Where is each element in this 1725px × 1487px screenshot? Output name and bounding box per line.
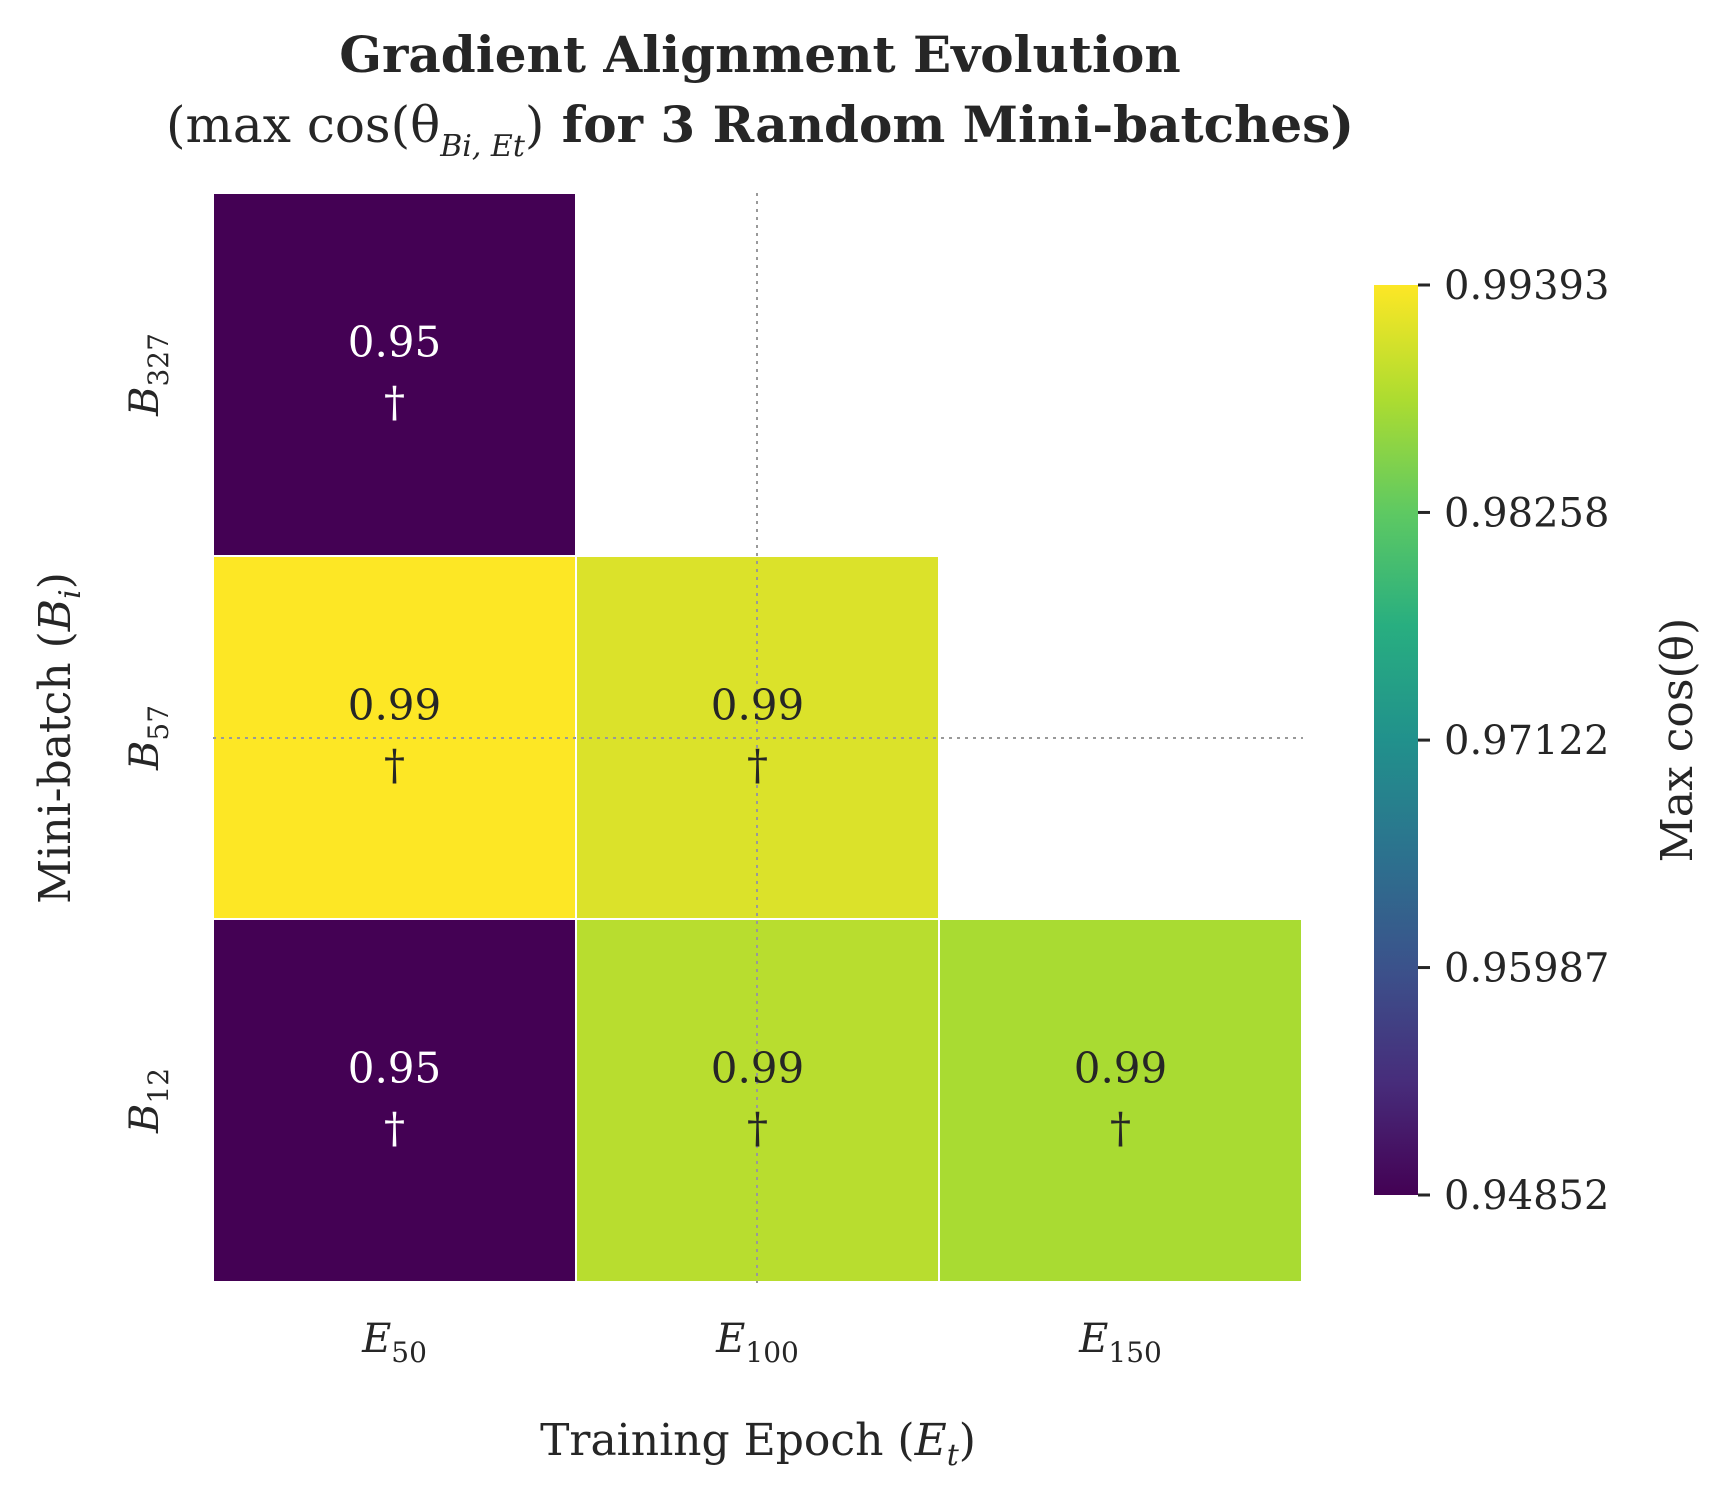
title-subscript: Bi, Et	[439, 129, 526, 164]
cell-value-label-r2-c0: 0.95	[348, 1044, 442, 1093]
x-tick-label-2: E150	[1078, 1316, 1162, 1369]
cell-value-label-r1-c0: 0.99	[348, 681, 442, 730]
cell-value-label-r0-c0: 0.95	[348, 318, 442, 367]
colorbar-tick-label-4: 0.99393	[1444, 263, 1609, 309]
colorbar-tick-label-3: 0.98258	[1444, 490, 1609, 536]
x-axis-title: Training Epoch (Et)	[540, 1415, 976, 1473]
y-tick-label-0: B327	[122, 333, 175, 417]
y-tick-labels: B327 B57 B12	[122, 333, 175, 1134]
colorbar-tick-label-1: 0.95987	[1444, 946, 1609, 992]
cell-marker-r2-c2: †	[1110, 1104, 1131, 1153]
heatmap-cell-r2-c2	[938, 918, 1303, 1283]
cell-marker-r0-c0: †	[384, 378, 405, 427]
cell-marker-r2-c0: †	[384, 1104, 405, 1153]
heatmap-cell-r0-c0	[212, 192, 577, 557]
cell-annotations: 0.95 † 0.99 † 0.99 † 0.95 † 0.99 † 0.99 †	[348, 318, 1168, 1153]
cell-marker-r2-c1: †	[747, 1104, 768, 1153]
cell-value-label-r2-c2: 0.99	[1074, 1044, 1168, 1093]
x-tick-label-1: E100	[715, 1316, 799, 1369]
cell-marker-r1-c1: †	[747, 741, 768, 790]
colorbar-tick-label-0: 0.94852	[1444, 1173, 1609, 1219]
x-tick-label-0: E50	[361, 1316, 427, 1369]
cell-value-label-r2-c1: 0.99	[711, 1044, 805, 1093]
colorbar-label: Max cos(θ)	[1652, 618, 1703, 863]
chart-title-line2: (max cos(θBi, Et) for 3 Random Mini-batc…	[166, 95, 1354, 164]
colorbar-tick-label-2: 0.97122	[1444, 718, 1609, 764]
chart-title-line1: Gradient Alignment Evolution	[339, 25, 1180, 84]
y-axis-title: Mini-batch (Bi)	[30, 572, 88, 904]
colorbar	[1374, 285, 1418, 1195]
y-tick-label-1: B57	[122, 705, 175, 771]
y-tick-label-2: B12	[122, 1068, 175, 1134]
x-tick-labels: E50 E100 E150	[361, 1316, 1162, 1369]
cell-marker-r1-c0: †	[384, 741, 405, 790]
colorbar-ticks: 0.94852 0.95987 0.97122 0.98258 0.99393	[1418, 263, 1609, 1219]
cell-value-label-r1-c1: 0.99	[711, 681, 805, 730]
heatmap-cell-r2-c0	[212, 918, 577, 1283]
heatmap-cell-r1-c0	[212, 555, 577, 920]
